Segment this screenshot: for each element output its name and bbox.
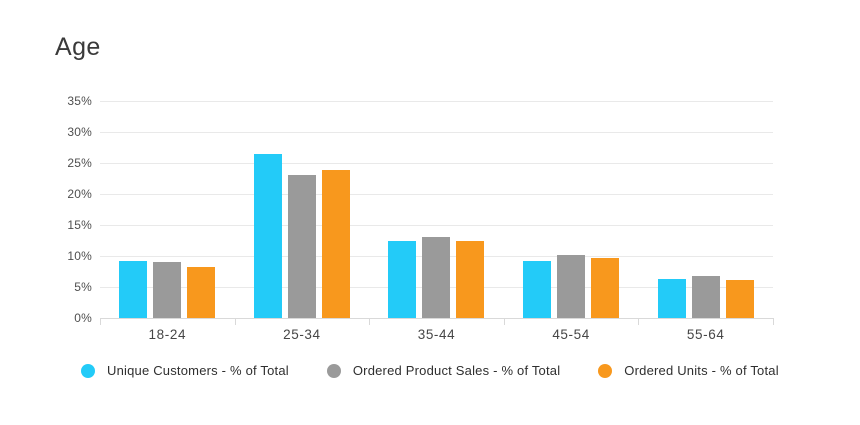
bar[interactable] xyxy=(657,278,686,318)
bar-group xyxy=(504,101,639,318)
bar[interactable] xyxy=(456,240,485,318)
axis-tick xyxy=(100,318,101,325)
bar[interactable] xyxy=(591,258,620,318)
x-axis-labels: 18-24 25-34 35-44 45-54 55-64 xyxy=(100,327,773,342)
x-axis-label: 18-24 xyxy=(148,327,187,342)
bar[interactable] xyxy=(691,275,720,318)
gridline xyxy=(100,132,773,133)
legend-item[interactable]: Unique Customers - % of Total xyxy=(81,363,289,378)
bar[interactable] xyxy=(557,255,586,318)
x-axis-label: 45-54 xyxy=(552,327,590,342)
legend: Unique Customers - % of Total Ordered Pro… xyxy=(81,363,779,378)
bar[interactable] xyxy=(523,260,552,318)
gridline xyxy=(100,101,773,102)
gridline xyxy=(100,194,773,195)
x-axis-line xyxy=(100,318,773,319)
bar-group xyxy=(369,101,504,318)
bar-group xyxy=(638,101,773,318)
bar-group xyxy=(100,101,235,318)
bar[interactable] xyxy=(253,153,282,318)
gridline xyxy=(100,163,773,164)
legend-item[interactable]: Ordered Product Sales - % of Total xyxy=(326,363,561,378)
bar[interactable] xyxy=(321,169,350,318)
y-axis-label: 5% xyxy=(74,279,92,294)
bar[interactable] xyxy=(287,175,316,318)
gridline xyxy=(100,225,773,226)
bar[interactable] xyxy=(725,279,754,318)
legend-dot-icon xyxy=(326,363,341,378)
axis-tick xyxy=(369,318,371,325)
bar[interactable] xyxy=(388,240,417,318)
y-axis-label: 25% xyxy=(67,155,92,170)
legend-dot-icon xyxy=(598,363,613,378)
bar[interactable] xyxy=(119,260,148,318)
y-axis-label: 10% xyxy=(67,248,92,263)
axis-tick xyxy=(503,318,505,325)
plot-area xyxy=(100,101,774,325)
bar[interactable] xyxy=(422,236,451,318)
x-axis-label: 55-64 xyxy=(686,327,725,342)
y-axis-label: 30% xyxy=(67,124,92,139)
y-axis-label: 20% xyxy=(67,186,92,201)
bar[interactable] xyxy=(153,261,182,318)
axis-tick xyxy=(234,318,236,325)
x-axis-label: 25-34 xyxy=(283,327,321,342)
legend-dot-icon xyxy=(81,363,95,378)
legend-label: Unique Customers - % of Total xyxy=(107,363,289,378)
x-axis-label: 35-44 xyxy=(417,327,456,342)
bar[interactable] xyxy=(187,266,216,318)
chart-title: Age xyxy=(55,33,101,61)
legend-label: Ordered Units - % of Total xyxy=(624,363,779,378)
legend-item[interactable]: Ordered Units - % of Total xyxy=(598,363,779,378)
bar-groups xyxy=(100,101,773,318)
y-axis-label: 35% xyxy=(67,93,92,108)
axis-tick xyxy=(773,318,774,325)
y-axis-label: 15% xyxy=(67,217,92,232)
legend-label: Ordered Product Sales - % of Total xyxy=(352,363,561,378)
bar-group xyxy=(235,101,370,318)
y-axis-label: 0% xyxy=(74,310,92,325)
axis-tick xyxy=(638,318,640,325)
